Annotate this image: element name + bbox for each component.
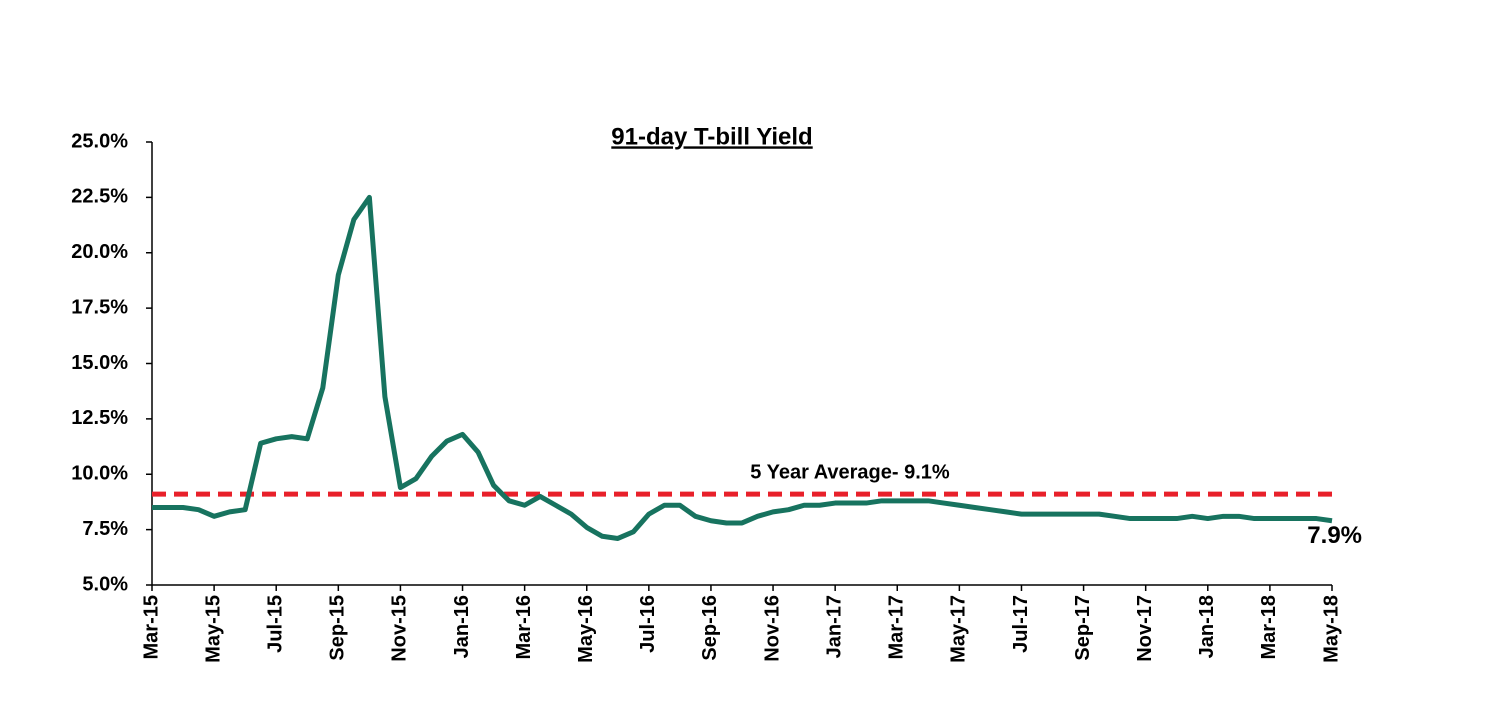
y-tick-label: 5.0%	[82, 573, 128, 595]
x-tick-label: May-17	[948, 595, 970, 663]
y-tick-label: 10.0%	[71, 463, 128, 485]
x-tick-label: Jan-16	[451, 595, 473, 658]
y-tick-label: 7.5%	[82, 518, 128, 540]
y-tick-label: 22.5%	[71, 186, 128, 208]
y-tick-label: 12.5%	[71, 407, 128, 429]
chart-title: 91-day T-bill Yield	[611, 123, 812, 150]
y-tick-label: 20.0%	[71, 241, 128, 263]
data-line	[152, 194, 1333, 541]
x-tick-label: May-16	[575, 595, 597, 663]
reference-label: 5 Year Average- 9.1%	[750, 461, 950, 483]
y-tick-label: 15.0%	[71, 352, 128, 374]
x-tick-label: Nov-17	[1134, 595, 1156, 662]
x-tick-label: Nov-15	[389, 595, 411, 662]
y-tick-label: 17.5%	[71, 296, 128, 318]
x-tick-label: Jan-18	[1196, 595, 1218, 658]
x-tick-label: Sep-17	[1072, 595, 1094, 661]
x-tick-label: Nov-16	[761, 595, 783, 662]
x-tick-label: Jul-17	[1010, 595, 1032, 653]
x-tick-label: Sep-15	[327, 595, 349, 661]
x-tick-label: Jul-15	[264, 595, 286, 653]
end-value-label: 7.9%	[1307, 522, 1362, 549]
x-tick-label: Sep-16	[699, 595, 721, 661]
x-tick-label: Jul-16	[637, 595, 659, 653]
y-tick-label: 25.0%	[71, 130, 128, 152]
x-tick-label: Jan-17	[823, 595, 845, 658]
x-tick-label: Mar-17	[886, 595, 908, 659]
x-tick-label: Mar-18	[1258, 595, 1280, 659]
x-tick-label: May-15	[202, 595, 224, 663]
x-tick-label: May-18	[1320, 595, 1342, 663]
x-tick-label: Mar-15	[140, 595, 162, 659]
x-tick-label: Mar-16	[513, 595, 535, 659]
